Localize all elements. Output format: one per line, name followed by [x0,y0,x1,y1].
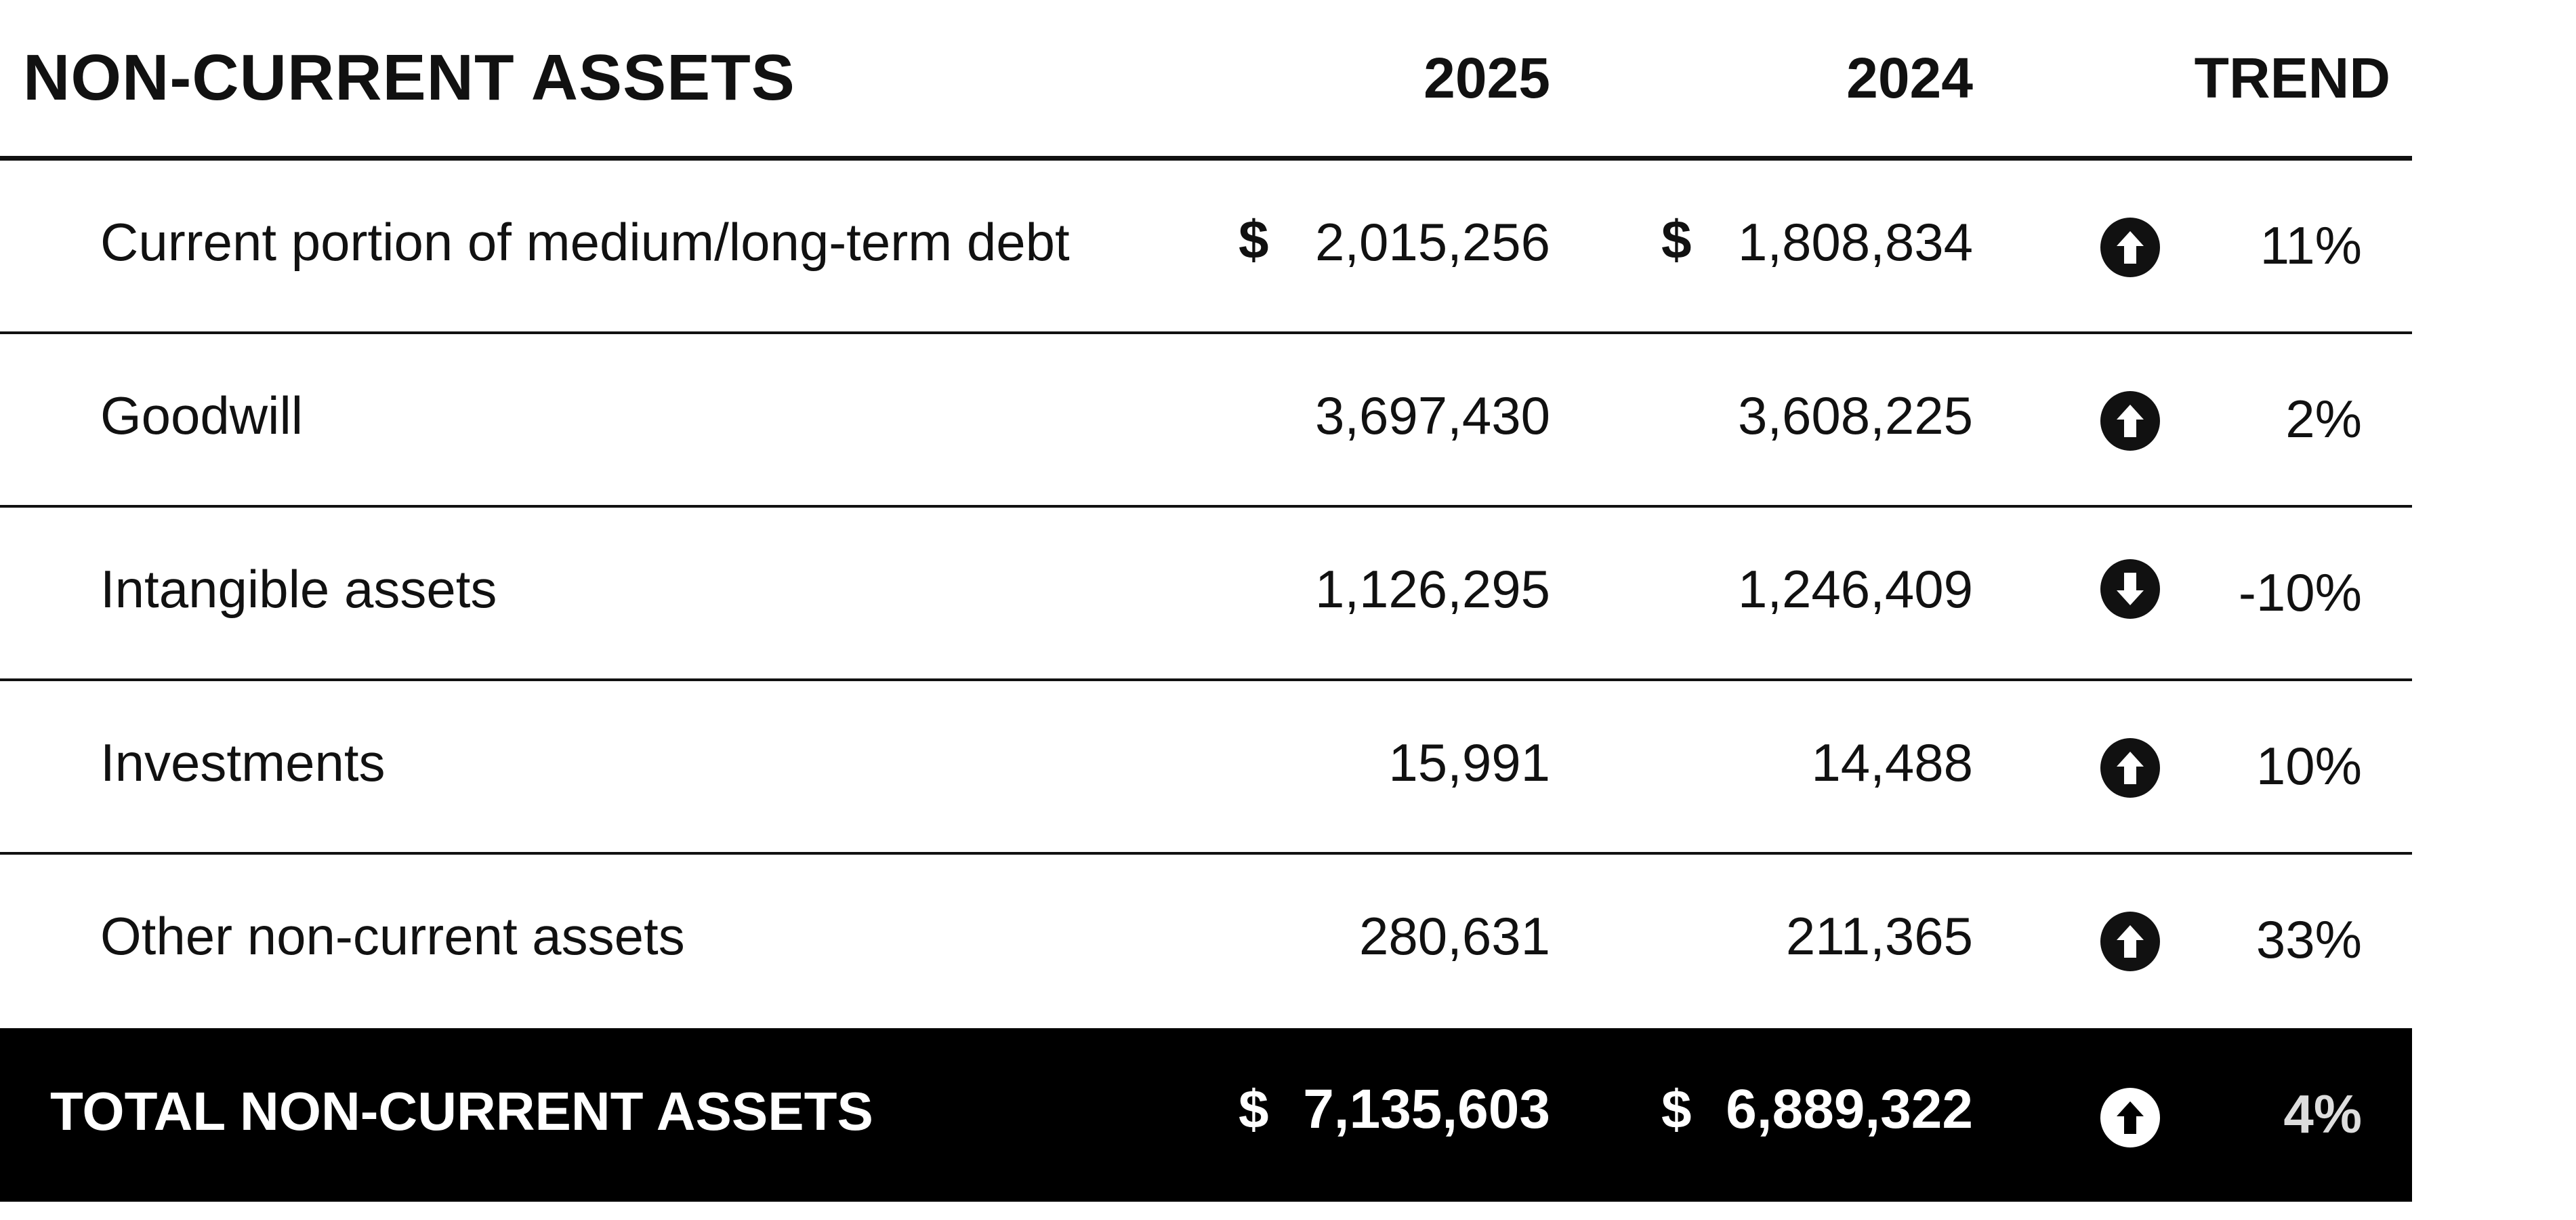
arrow-up-icon [2100,218,2160,277]
arrow-up-icon [2100,391,2160,451]
total-value-2025: 7,135,603 [1303,1078,1550,1140]
trend-percent: 11% [2260,216,2362,275]
value-2025: 3,697,430 [1314,386,1550,445]
value-2024: 211,365 [1785,906,1973,966]
currency-symbol-2024: $ [1661,1079,1692,1139]
arrow-up-icon [2100,1088,2160,1147]
value-2025: 15,991 [1388,733,1550,792]
column-header-2025: 2025 [1424,46,1550,110]
total-trend-percent: 4% [2283,1084,2362,1144]
trend-percent: 2% [2285,389,2362,449]
total-value-2024: 6,889,322 [1726,1078,1973,1140]
table-row: Intangible assets 1,126,295 1,246,409 -1… [0,508,2412,681]
row-label: Investments [100,733,386,792]
non-current-assets-table: NON-CURRENT ASSETS 2025 2024 TREND Curre… [0,0,2412,1202]
table-row: Current portion of medium/long-term debt… [0,161,2412,334]
arrow-down-icon [2100,559,2160,619]
arrow-up-icon [2100,738,2160,798]
value-2024: 1,246,409 [1737,559,1973,619]
table-row: Goodwill 3,697,430 3,608,225 2% [0,334,2412,508]
value-2024: 3,608,225 [1737,386,1973,445]
row-label: Intangible assets [100,559,497,619]
row-label: Goodwill [100,386,304,445]
arrow-up-icon [2100,912,2160,971]
column-header-2024: 2024 [1846,46,1973,110]
value-2025: 1,126,295 [1314,559,1550,619]
table-title: NON-CURRENT ASSETS [23,41,795,114]
total-row: TOTAL NON-CURRENT ASSETS $ 7,135,603 $ 6… [0,1028,2412,1202]
trend-percent: 33% [2256,910,2362,969]
row-label: Current portion of medium/long-term debt [100,212,1070,272]
value-2024: 14,488 [1811,733,1973,792]
value-2025: 2,015,256 [1314,212,1550,272]
value-2024: 1,808,834 [1737,212,1973,272]
total-label: TOTAL NON-CURRENT ASSETS [50,1081,873,1141]
table-row: Other non-current assets 280,631 211,365… [0,855,2412,1028]
table-row: Investments 15,991 14,488 10% [0,681,2412,855]
table-header: NON-CURRENT ASSETS 2025 2024 TREND [0,0,2412,161]
trend-percent: 10% [2256,736,2362,796]
currency-symbol-2025: $ [1239,1079,1269,1139]
currency-symbol-2024: $ [1661,209,1692,270]
row-label: Other non-current assets [100,906,685,966]
value-2025: 280,631 [1359,906,1550,966]
trend-percent: -10% [2238,563,2362,622]
currency-symbol-2025: $ [1239,209,1269,270]
column-header-trend: TREND [2194,46,2390,110]
